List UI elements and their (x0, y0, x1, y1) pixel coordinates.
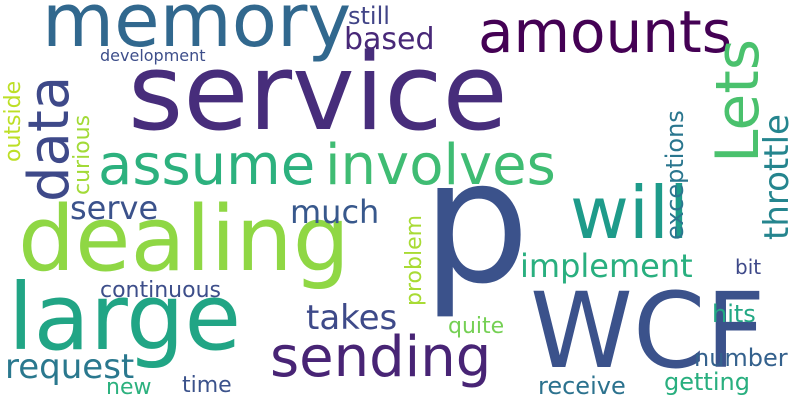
word-based: based (344, 22, 435, 57)
word-exceptions: exceptions (661, 110, 689, 240)
word-development: development (100, 46, 206, 65)
word-serve: serve (70, 189, 159, 227)
word-takes: takes (306, 298, 398, 338)
word-problem: problem (402, 214, 427, 306)
word-time: time (182, 373, 232, 398)
word-assume: assume (98, 133, 316, 198)
word-bit: bit (735, 255, 762, 279)
word-amounts: amounts (478, 0, 733, 66)
word-wcf: WCF (530, 270, 766, 392)
word-much: much (290, 193, 380, 231)
word-request: request (5, 347, 135, 387)
word-continuous: continuous (100, 278, 221, 303)
word-service: service (128, 31, 508, 154)
word-hits: hits (712, 300, 756, 328)
word-still: still (348, 2, 390, 30)
word-new: new (106, 375, 152, 400)
word-receive: receive (538, 372, 626, 400)
word-curious: curious (70, 114, 95, 195)
word-outside: outside (1, 80, 26, 162)
word-will: will (570, 171, 689, 255)
word-sending: sending (270, 325, 492, 390)
word-dealing: dealing (18, 187, 350, 292)
word-memory: memory (42, 0, 352, 64)
word-getting: getting (664, 368, 750, 396)
word-quite: quite (448, 314, 505, 339)
word-implement: implement (520, 247, 693, 285)
word-number: number (694, 344, 788, 372)
word-p: p (422, 124, 530, 322)
word-involves: involves (325, 133, 556, 198)
word-throttle: throttle (757, 114, 797, 240)
word-large: large (8, 264, 242, 371)
